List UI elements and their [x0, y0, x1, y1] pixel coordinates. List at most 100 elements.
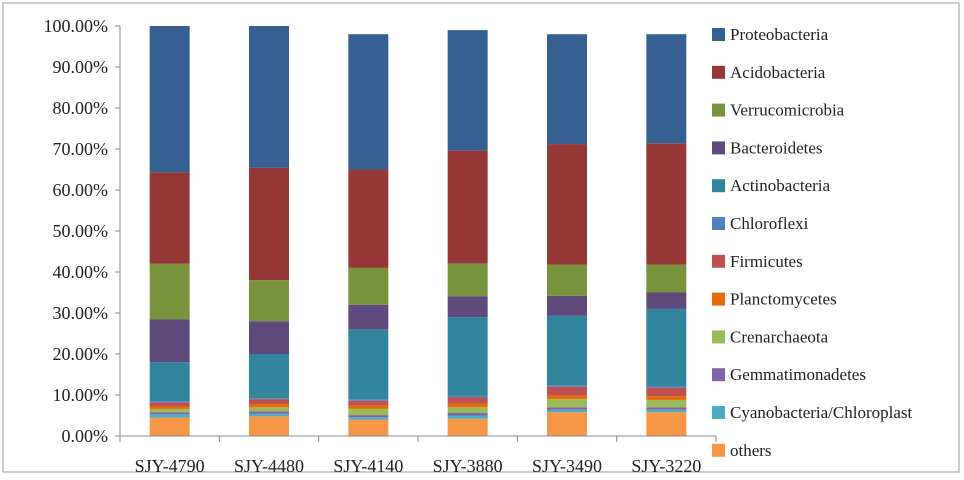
bar-segment-cyanobacteria-chloroplast [348, 417, 389, 420]
bar-segment-acidobacteria [447, 150, 488, 264]
bar-segment-proteobacteria [547, 34, 587, 145]
bar-segment-others [447, 418, 488, 436]
x-tick-label: SJY-4480 [234, 456, 304, 475]
x-tick-label: SJY-3220 [631, 456, 701, 475]
legend-swatch [712, 179, 725, 193]
y-tick-label: 10.00% [53, 385, 109, 405]
bar-segment-firmicutes [547, 386, 587, 396]
bar-segment-actinobacteria [547, 315, 587, 386]
bar-segment-crenarchaeota [646, 399, 687, 408]
bar-segment-cyanobacteria-chloroplast [447, 415, 488, 419]
legend-label: Proteobacteria [730, 25, 829, 44]
y-tick-label: 50.00% [53, 221, 109, 241]
bar-segment-verrucomicrobia [348, 267, 389, 305]
bar-segment-chloroflexi [149, 401, 190, 403]
y-tick-label: 0.00% [62, 426, 109, 446]
legend-swatch [712, 368, 725, 382]
bar-segment-crenarchaeota [348, 408, 389, 416]
legend-label: Acidobacteria [730, 63, 826, 82]
bar-segment-gemmatimonadetes [447, 413, 488, 416]
bar-segment-gemmatimonadetes [646, 407, 687, 410]
legend-swatch [712, 406, 725, 419]
bar-segment-acidobacteria [249, 167, 289, 281]
y-tick-label: 30.00% [53, 303, 109, 323]
bar-segment-planctomycetes [149, 406, 190, 409]
legend-label: others [730, 441, 772, 460]
y-tick-label: 40.00% [53, 262, 109, 282]
bar-segment-others [149, 417, 190, 436]
bar-segment-verrucomicrobia [249, 280, 289, 322]
bar-segment-planctomycetes [547, 395, 587, 400]
bar-segment-proteobacteria [646, 34, 687, 144]
bar-segment-cyanobacteria-chloroplast [547, 409, 587, 413]
legend-label: Cyanobacteria/Chloroplast [730, 403, 913, 422]
bar-segment-acidobacteria [149, 172, 190, 264]
bar-segment-cyanobacteria-chloroplast [646, 409, 687, 413]
y-tick-label: 80.00% [53, 98, 109, 118]
bar-segment-bacteroidetes [249, 321, 289, 354]
bar-segment-others [646, 412, 687, 436]
bar-segment-firmicutes [249, 399, 289, 405]
x-tick-label: SJY-3880 [433, 456, 503, 475]
bar-segment-chloroflexi [646, 385, 687, 388]
bar-segment-cyanobacteria-chloroplast [149, 414, 190, 418]
bar-segment-crenarchaeota [249, 407, 289, 412]
legend-swatch [712, 65, 725, 79]
bar-segment-acidobacteria [348, 169, 389, 268]
bar-segment-bacteroidetes [547, 295, 587, 316]
bar-segment-proteobacteria [249, 26, 289, 168]
legend-label: Verrucomicrobia [730, 101, 845, 120]
legend-swatch [712, 217, 725, 230]
bar-segment-firmicutes [348, 400, 389, 406]
bar-segment-chloroflexi [447, 395, 488, 398]
bar-segment-verrucomicrobia [149, 263, 190, 320]
bar-segment-bacteroidetes [149, 319, 190, 363]
bar-segment-firmicutes [447, 397, 488, 404]
bar-segment-planctomycetes [348, 405, 389, 409]
bar-segment-verrucomicrobia [447, 263, 488, 297]
x-tick-label: SJY-3490 [532, 456, 602, 475]
bar-segment-gemmatimonadetes [249, 411, 289, 414]
y-tick-label: 60.00% [53, 180, 109, 200]
bar-segment-cyanobacteria-chloroplast [249, 413, 289, 417]
bar-segment-actinobacteria [249, 354, 289, 399]
bar-segment-planctomycetes [249, 404, 289, 408]
y-tick-label: 20.00% [53, 344, 109, 364]
bar-segment-verrucomicrobia [646, 264, 687, 293]
legend-swatch [712, 254, 725, 268]
bar-segment-others [547, 412, 587, 436]
legend-swatch [712, 330, 725, 344]
bar-segment-firmicutes [646, 387, 687, 397]
bar-segment-bacteroidetes [348, 304, 389, 330]
legend-swatch [712, 141, 725, 155]
legend-label: Firmicutes [730, 252, 803, 271]
bar-segment-others [249, 416, 289, 436]
bar-segment-actinobacteria [348, 329, 389, 400]
bar-segment-acidobacteria [646, 143, 687, 265]
chart-frame [2, 2, 960, 473]
legend-label: Crenarchaeota [730, 327, 829, 346]
bar-segment-proteobacteria [149, 26, 190, 173]
bar-segment-chloroflexi [348, 399, 389, 401]
bar-segment-others [348, 419, 389, 436]
bar-segment-chloroflexi [249, 398, 289, 400]
bar-segment-crenarchaeota [447, 407, 488, 414]
bar-segment-firmicutes [149, 402, 190, 407]
x-tick-label: SJY-4790 [135, 456, 205, 475]
y-tick-label: 70.00% [53, 139, 109, 159]
bar-segment-gemmatimonadetes [348, 415, 389, 418]
x-tick-label: SJY-4140 [333, 456, 403, 475]
y-tick-label: 90.00% [53, 57, 109, 77]
y-tick-label: 100.00% [44, 16, 109, 36]
bar-segment-actinobacteria [646, 308, 687, 386]
bar-segment-actinobacteria [149, 362, 190, 402]
bar-segment-planctomycetes [447, 403, 488, 408]
bar-segment-gemmatimonadetes [547, 407, 587, 410]
legend-swatch [712, 103, 725, 117]
legend-swatch [712, 292, 725, 306]
bar-segment-actinobacteria [447, 317, 488, 396]
legend-label: Actinobacteria [730, 176, 831, 195]
bar-segment-planctomycetes [646, 396, 687, 400]
